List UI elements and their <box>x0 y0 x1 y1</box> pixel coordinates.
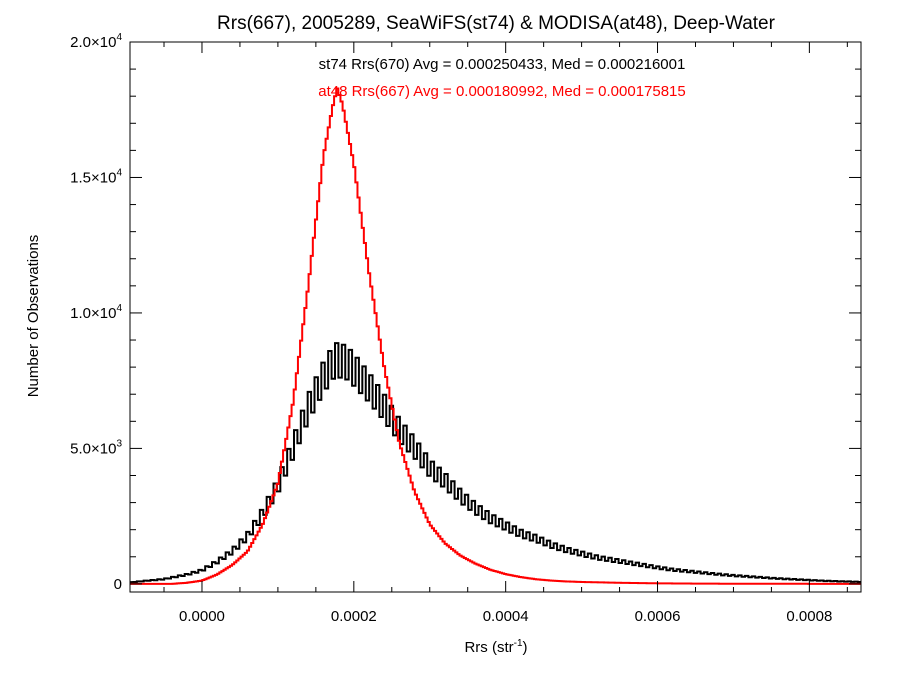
series-layer <box>130 87 861 585</box>
y-tick-exponent: 3 <box>116 438 122 449</box>
y-tick-mantissa: 1.5×10 <box>70 169 116 186</box>
y-tick-exponent: 4 <box>116 167 122 178</box>
histogram-series-at48 <box>130 87 861 585</box>
x-axis-label-close: ) <box>523 639 528 656</box>
y-tick-label: 1.0×104 <box>70 303 122 322</box>
chart-title: Rrs(667), 2005289, SeaWiFS(st74) & MODIS… <box>217 13 776 34</box>
y-tick-mantissa: 2.0×10 <box>70 34 116 51</box>
y-tick-mantissa: 0 <box>114 576 122 593</box>
y-tick-label: 2.0×104 <box>70 32 122 51</box>
x-axis-label-main: Rrs (str <box>464 639 513 656</box>
x-tick-labels: 0.0000 0.0002 0.0004 0.0006 0.0008 <box>179 608 832 625</box>
y-tick-label: 5.0×103 <box>70 438 122 457</box>
x-tick-label: 0.0008 <box>786 608 832 625</box>
x-tick-label: 0.0004 <box>483 608 529 625</box>
x-axis-label: Rrs (str-1) <box>464 638 527 656</box>
y-tick-mantissa: 5.0×10 <box>70 440 116 457</box>
x-axis-label-sup: -1 <box>514 638 523 649</box>
plot-frame <box>129 41 862 593</box>
histogram-series-st74 <box>130 342 861 584</box>
y-tick-mantissa: 1.0×10 <box>70 305 116 322</box>
x-tick-label: 0.0000 <box>179 608 225 625</box>
annotation-st74: st74 Rrs(670) Avg = 0.000250433, Med = 0… <box>319 56 686 73</box>
y-tick-label: 1.5×104 <box>70 167 122 186</box>
annotation-at48: at48 Rrs(667) Avg = 0.000180992, Med = 0… <box>318 83 686 100</box>
x-tick-label: 0.0002 <box>331 608 377 625</box>
axis-ticks <box>130 41 861 592</box>
y-axis-label: Number of Observations <box>25 235 42 398</box>
x-tick-label: 0.0006 <box>635 608 681 625</box>
y-tick-label: 0 <box>114 576 122 593</box>
y-tick-exponent: 4 <box>116 32 122 43</box>
y-tick-exponent: 4 <box>116 303 122 314</box>
